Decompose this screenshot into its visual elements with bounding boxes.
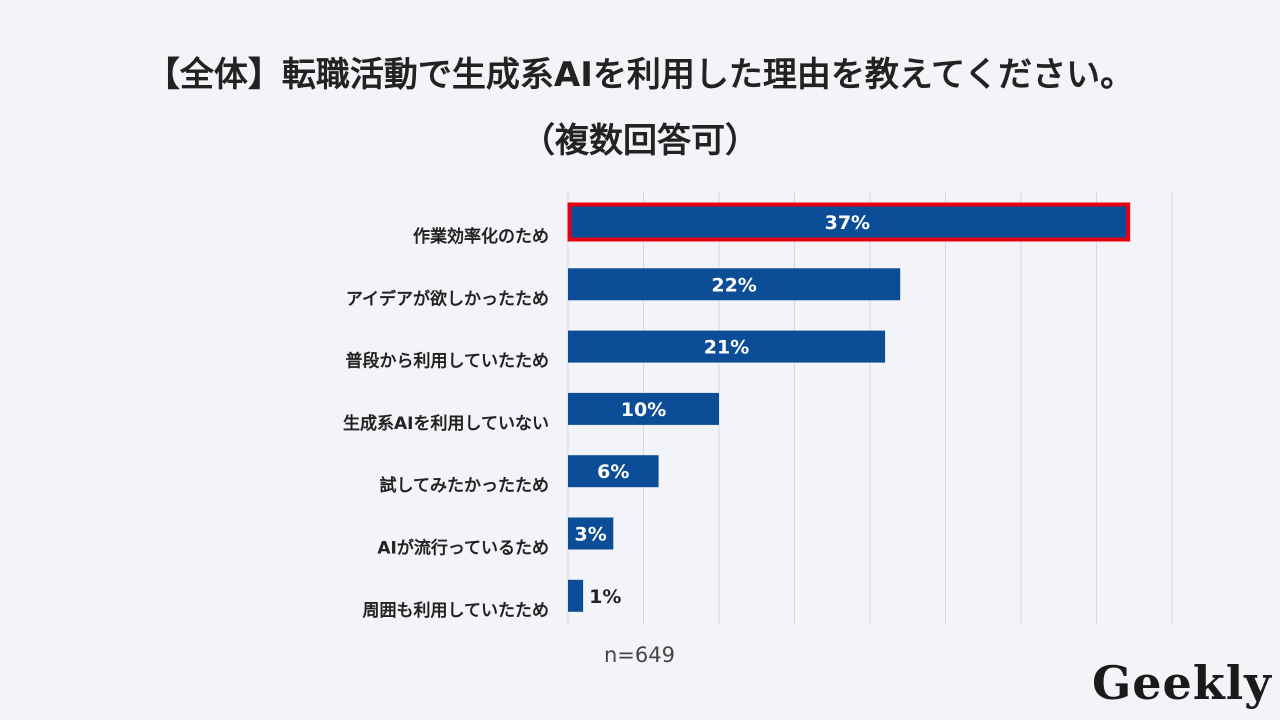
bar	[568, 455, 659, 488]
category-label: 普段から利用していたため	[346, 351, 550, 372]
category-label: AIが流行っているため	[377, 538, 549, 559]
bar	[568, 268, 901, 301]
geekly-logo: Geekly	[1092, 656, 1272, 710]
data-label: 10%	[621, 399, 666, 421]
data-label: 3%	[575, 524, 607, 546]
bar	[568, 330, 886, 363]
category-label: 試してみたかったため	[380, 475, 550, 496]
bar	[568, 517, 614, 550]
bar-highlighted	[567, 202, 1131, 242]
chart-title-line2: （複数回答可）	[521, 121, 759, 161]
data-label: 6%	[597, 461, 629, 483]
category-label: 作業効率化のため	[413, 226, 549, 247]
category-label: アイデアが欲しかったため	[346, 288, 549, 309]
bar	[568, 392, 719, 425]
sample-size-note: n=649	[604, 643, 675, 667]
data-label: 37%	[825, 212, 870, 234]
data-label: 21%	[704, 337, 749, 359]
category-label: 周囲も利用していたため	[363, 600, 550, 621]
category-label: 生成系AIを利用していない	[343, 413, 549, 434]
bar	[568, 579, 584, 612]
data-label: 22%	[711, 274, 756, 296]
data-label: 1%	[589, 586, 621, 608]
chart-title-line1: 【全体】転職活動で生成系AIを利用した理由を教えてください。	[145, 55, 1135, 95]
